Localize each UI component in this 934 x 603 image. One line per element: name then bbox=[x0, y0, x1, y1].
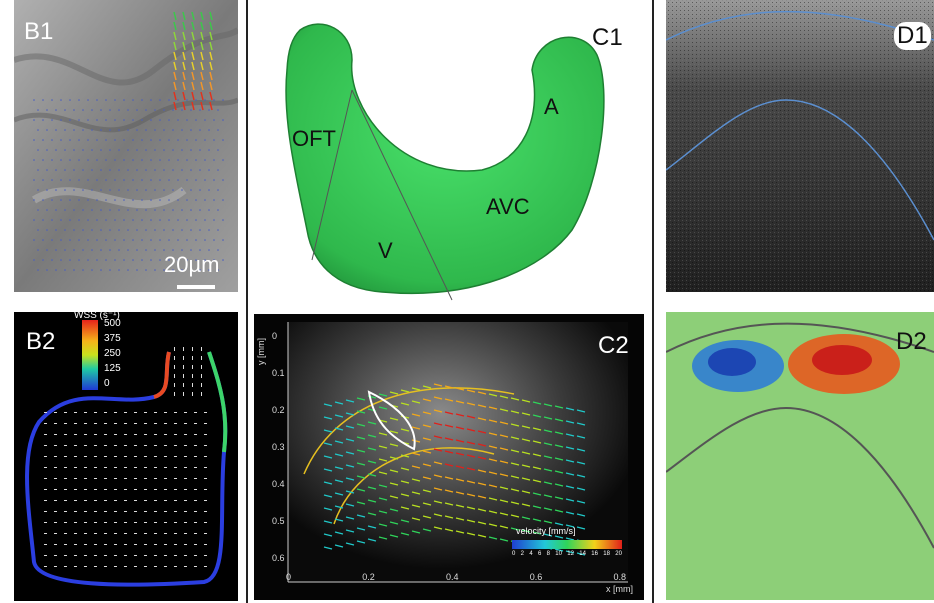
velocity-tick: 8 bbox=[546, 551, 550, 557]
velocity-tick: 6 bbox=[537, 551, 542, 557]
wss-tick: 500 bbox=[104, 318, 121, 329]
velocity-tick: 20 bbox=[615, 551, 622, 557]
velocity-title: velocity [mm/s] bbox=[516, 526, 576, 536]
b1-micrograph bbox=[14, 0, 238, 292]
c1-label: C1 bbox=[592, 24, 623, 51]
velocity-tick: 4 bbox=[529, 551, 533, 557]
velocity-ticks: 0 2 4 6 8 10 12 14 16 18 20 bbox=[512, 551, 622, 557]
b1-scalebar-label: 20µm bbox=[164, 252, 220, 277]
panel-c1: C1 OFT A AVC V bbox=[252, 0, 646, 308]
oct-image bbox=[666, 0, 934, 292]
panel-d2: D2 bbox=[666, 312, 934, 600]
region-avc-label: AVC bbox=[486, 194, 530, 219]
wss-legend-ticks: 500 375 250 125 0 bbox=[104, 316, 121, 391]
region-v-label: V bbox=[378, 238, 393, 263]
c2-x-tick: 0.6 bbox=[529, 572, 543, 582]
panel-b2: B2 WSS (s⁻¹) 500 375 250 125 0 bbox=[14, 312, 238, 601]
c2-y-ticks: 0 0.1 0.2 0.3 0.4 0.5 0.6 bbox=[272, 318, 285, 577]
velocity-tick: 16 bbox=[591, 551, 598, 557]
doppler-map bbox=[666, 312, 934, 600]
wss-tick: 250 bbox=[104, 348, 121, 359]
c2-x-tick: 0.4 bbox=[445, 572, 459, 582]
panel-b1: B1 20µm bbox=[14, 0, 238, 292]
velocity-tick: 0 bbox=[512, 551, 516, 557]
c2-y-tick: 0.1 bbox=[272, 368, 285, 378]
region-a-label: A bbox=[544, 94, 559, 119]
c2-y-tick: 0.3 bbox=[272, 442, 285, 452]
c2-x-tick: 0.8 bbox=[613, 572, 626, 582]
region-oft-label: OFT bbox=[292, 126, 336, 151]
c2-y-tick: 0.5 bbox=[272, 516, 285, 526]
c2-x-ticks: 0 0.2 0.4 0.6 0.8 bbox=[286, 572, 626, 582]
d2-label: D2 bbox=[896, 328, 927, 355]
b2-label: B2 bbox=[26, 328, 56, 355]
c2-y-tick: 0.6 bbox=[272, 553, 285, 563]
c2-x-axis-title: x [mm] bbox=[606, 584, 633, 594]
wss-tick: 125 bbox=[104, 363, 121, 374]
divider-left bbox=[246, 0, 248, 603]
wss-legend-title: WSS (s⁻¹) bbox=[74, 312, 120, 321]
wss-tick: 0 bbox=[104, 378, 110, 389]
panel-d1: D1 bbox=[666, 0, 934, 292]
velocity-tick: 10 bbox=[555, 551, 562, 557]
velocity-plot bbox=[287, 322, 628, 583]
velocity-tick: 14 bbox=[579, 551, 586, 557]
c2-x-tick: 0.2 bbox=[362, 572, 375, 582]
b2-vessel-plot bbox=[25, 320, 228, 587]
wss-tick: 375 bbox=[104, 333, 121, 344]
c2-label: C2 bbox=[598, 332, 629, 359]
d1-label: D1 bbox=[894, 22, 931, 50]
b1-label: B1 bbox=[24, 18, 54, 45]
velocity-tick: 18 bbox=[603, 551, 610, 557]
c2-x-tick: 0 bbox=[286, 572, 292, 582]
velocity-tick: 12 bbox=[567, 551, 574, 557]
velocity-colorbar bbox=[512, 540, 622, 549]
panel-c2: C2 y [mm] x [mm] 0 0.1 0.2 0.3 0.4 0.5 0… bbox=[254, 314, 644, 600]
c2-y-tick: 0.4 bbox=[272, 479, 285, 489]
c2-y-tick: 0.2 bbox=[272, 405, 285, 415]
c2-y-tick: 0 bbox=[272, 331, 278, 341]
heart-model bbox=[285, 23, 605, 301]
wss-colorbar bbox=[82, 320, 98, 390]
divider-right bbox=[652, 0, 654, 603]
c2-y-axis-title: y [mm] bbox=[256, 338, 266, 365]
velocity-tick: 2 bbox=[520, 551, 524, 557]
